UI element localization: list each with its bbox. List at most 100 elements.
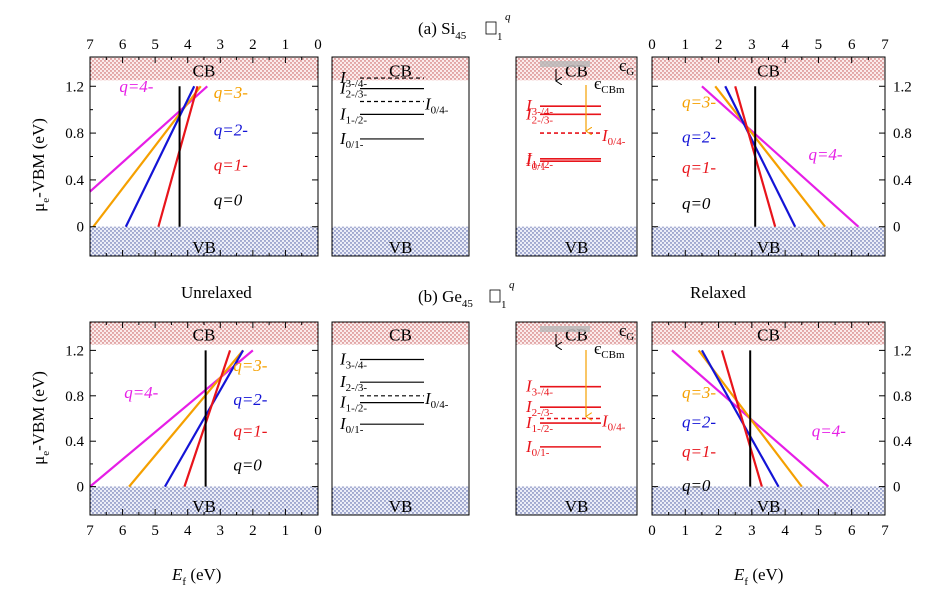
series-label: q=0 (682, 194, 711, 213)
series-line-q=3- (714, 85, 826, 228)
y-tick-label: 0 (77, 220, 85, 236)
level-label: I2-/3- (525, 397, 553, 419)
panel-1: CB VB q=4- q=3- q=2- q=1- q=0 7 6 5 4 3 2 1 0 0 0.4 0.8 1.… (65, 37, 322, 257)
x-tick-label: 0 (314, 523, 322, 539)
series-label: q=0 (682, 476, 711, 495)
series-label: q=1- (233, 422, 267, 441)
panel-frame (89, 321, 319, 516)
vacancy-sup-b: q (509, 279, 515, 291)
x-tick-label: 7 (881, 523, 889, 539)
y-tick-label: 0.8 (65, 389, 84, 405)
x-tick-label: 3 (217, 37, 225, 53)
y-tick-label: 1.2 (893, 343, 912, 359)
x-tick-label: 2 (715, 523, 723, 539)
series-label: q=1- (214, 156, 248, 175)
series-line-q=2- (163, 349, 245, 488)
valence-band (516, 226, 637, 256)
title-a: (a) Si45 (418, 19, 467, 42)
series-label: q=0 (233, 456, 262, 475)
panel-5: CB VB q=4- q=3- q=2- q=1- q=0 7 6 5 4 3 2 1 0 0 0.4 0.8 1.… (65, 321, 322, 539)
level-label: I1-/2- (525, 413, 553, 435)
series-line-q=2- (700, 349, 780, 488)
label-relaxed: Relaxed (690, 283, 746, 302)
panel-frame (331, 56, 470, 257)
title-a-prefix: (a) Si (418, 19, 456, 38)
x-tick-label: 4 (781, 37, 789, 53)
eps-g-label: єG (619, 56, 634, 78)
vacancy-sub-b: 1 (501, 299, 507, 311)
x-tick-label: 7 (881, 37, 889, 53)
y-tick-label: 0.8 (893, 126, 912, 142)
series-label: q=4- (124, 383, 158, 402)
panel-4: CB VB q=3- q=2- q=1- q=0 q=4- 0 1 2 3 4 5 6 7 0 0.4 0.8 1.… (648, 37, 912, 257)
level-label: I0/4- (424, 389, 449, 411)
x-tick-label: 1 (282, 37, 290, 53)
series-label: q=2- (233, 390, 267, 409)
eps-cbm-label: єCBm (594, 339, 625, 361)
level-label: I0/4- (601, 126, 626, 148)
vb-label: VB (757, 497, 781, 516)
series-line-q=2- (724, 85, 797, 228)
series-label: q=4- (119, 77, 153, 96)
level-label: I0/1- (525, 437, 550, 459)
x-tick-label: 6 (119, 37, 127, 53)
series-label: q=2- (214, 120, 248, 139)
y-tick-label: 1.2 (65, 79, 84, 95)
x-tick-label: 4 (184, 37, 192, 53)
series-label: q=3- (233, 356, 267, 375)
level-label: I0/4- (601, 412, 626, 434)
ylabel-top: μe-VBM (eV) (29, 118, 52, 212)
level-label: I2-/3- (339, 372, 367, 394)
y-tick-label: 0.4 (893, 173, 912, 189)
vacancy-box-a (485, 21, 497, 35)
eps-cbm-label: єCBm (594, 74, 625, 96)
x-tick-label: 1 (682, 523, 690, 539)
panel-2: CB VB I3-/4-I2-/3- I0/4- I1-/2- I0/1- (331, 56, 470, 257)
conduction-band (652, 322, 885, 345)
cb-label: CB (389, 326, 412, 345)
level-label: I3-/4- (525, 96, 553, 118)
vb-label: VB (565, 497, 589, 516)
series-line-q=2- (124, 85, 196, 228)
eps-g-label: єG (619, 321, 634, 343)
cb-label: CB (757, 61, 780, 80)
x-tick-label: 6 (848, 37, 856, 53)
x-tick-label: 5 (815, 523, 823, 539)
y-tick-label: 0 (77, 480, 85, 496)
level-label: I2-/3- (339, 79, 367, 101)
level-label: I0/1- (525, 151, 550, 173)
series-label: q=4- (812, 422, 846, 441)
valence-band (90, 486, 318, 515)
x-tick-label: 2 (249, 523, 257, 539)
x-tick-label: 0 (648, 37, 656, 53)
y-tick-label: 0.8 (65, 126, 84, 142)
vb-label: VB (389, 497, 413, 516)
cb-label: CB (757, 326, 780, 345)
level-label: I2-/3- (525, 104, 553, 126)
panel-8: CB VB q=3- q=2- q=1- q=0 q=4- 0 1 2 3 4 5 6 7 0 0.4 0.8 1.… (648, 321, 912, 539)
conduction-band (90, 57, 318, 81)
series-label: q=0 (214, 191, 243, 210)
x-tick-label: 4 (781, 523, 789, 539)
x-tick-label: 2 (715, 37, 723, 53)
panel-frame (515, 321, 638, 516)
series-label: q=2- (682, 413, 716, 432)
x-tick-label: 0 (648, 523, 656, 539)
valence-band (332, 486, 469, 515)
vb-label: VB (565, 238, 589, 257)
series-line-q=3- (128, 349, 244, 488)
title-a-sub: 45 (455, 30, 467, 42)
panel-frame (515, 56, 638, 257)
conduction-band (332, 57, 469, 81)
x-tick-label: 0 (314, 37, 322, 53)
conduction-band (652, 57, 885, 81)
cb-label: CB (193, 61, 216, 80)
cb-label: CB (389, 61, 412, 80)
valence-band (332, 226, 469, 256)
x-tick-label: 6 (848, 523, 856, 539)
y-tick-label: 1.2 (65, 343, 84, 359)
x-tick-label: 3 (748, 523, 756, 539)
level-label: I0/4- (424, 94, 449, 116)
level-label: I0/1- (339, 129, 364, 151)
